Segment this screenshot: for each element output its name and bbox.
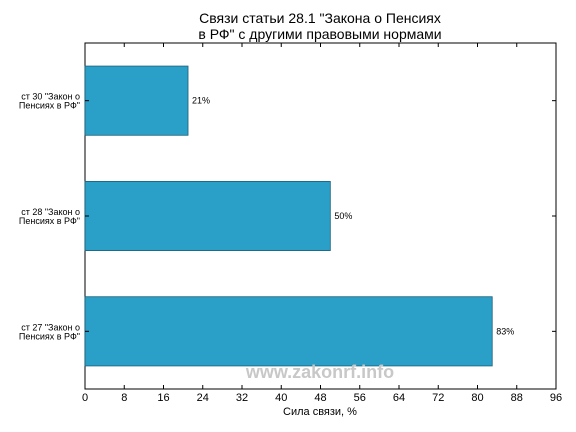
x-tick-label-5: 40 — [275, 392, 287, 404]
x-tick-label-1: 8 — [121, 392, 127, 404]
category-label-1-line-1: Пенсиях в РФ" — [19, 216, 80, 226]
bar-0 — [84, 65, 189, 136]
data-label-0: 21% — [192, 96, 210, 106]
category-label-0-line-1: Пенсиях в РФ" — [19, 101, 80, 111]
category-label-0-line-0: ст 30 "Закон о — [21, 92, 80, 102]
x-tick-label-2: 16 — [157, 392, 169, 404]
x-axis-label: Сила связи, % — [283, 406, 357, 418]
bar-1 — [84, 180, 331, 251]
x-tick-label-0: 0 — [82, 392, 88, 404]
chart-title-line-2: в РФ" с другими правовыми нормами — [198, 26, 441, 42]
chart-title-line-1: Связи статьи 28.1 "Закона о Пенсиях — [199, 10, 441, 26]
x-tick-label-10: 80 — [471, 392, 483, 404]
watermark: www.zakonrf.info — [245, 362, 394, 382]
data-label-1: 50% — [334, 211, 352, 221]
x-tick-label-6: 48 — [314, 392, 326, 404]
x-tick-label-12: 96 — [550, 392, 562, 404]
x-tick-label-9: 72 — [432, 392, 444, 404]
category-label-2-line-0: ст 27 "Закон о — [21, 322, 80, 332]
x-tick-label-7: 56 — [354, 392, 366, 404]
x-tick-label-11: 88 — [511, 392, 523, 404]
category-label-1-line-0: ст 28 "Закон о — [21, 207, 80, 217]
x-tick-label-4: 32 — [236, 392, 248, 404]
x-tick-label-8: 64 — [393, 392, 405, 404]
x-tick-label-3: 24 — [197, 392, 209, 404]
bar-2 — [84, 296, 493, 367]
category-label-2-line-1: Пенсиях в РФ" — [19, 331, 80, 341]
data-label-2: 83% — [496, 326, 514, 336]
